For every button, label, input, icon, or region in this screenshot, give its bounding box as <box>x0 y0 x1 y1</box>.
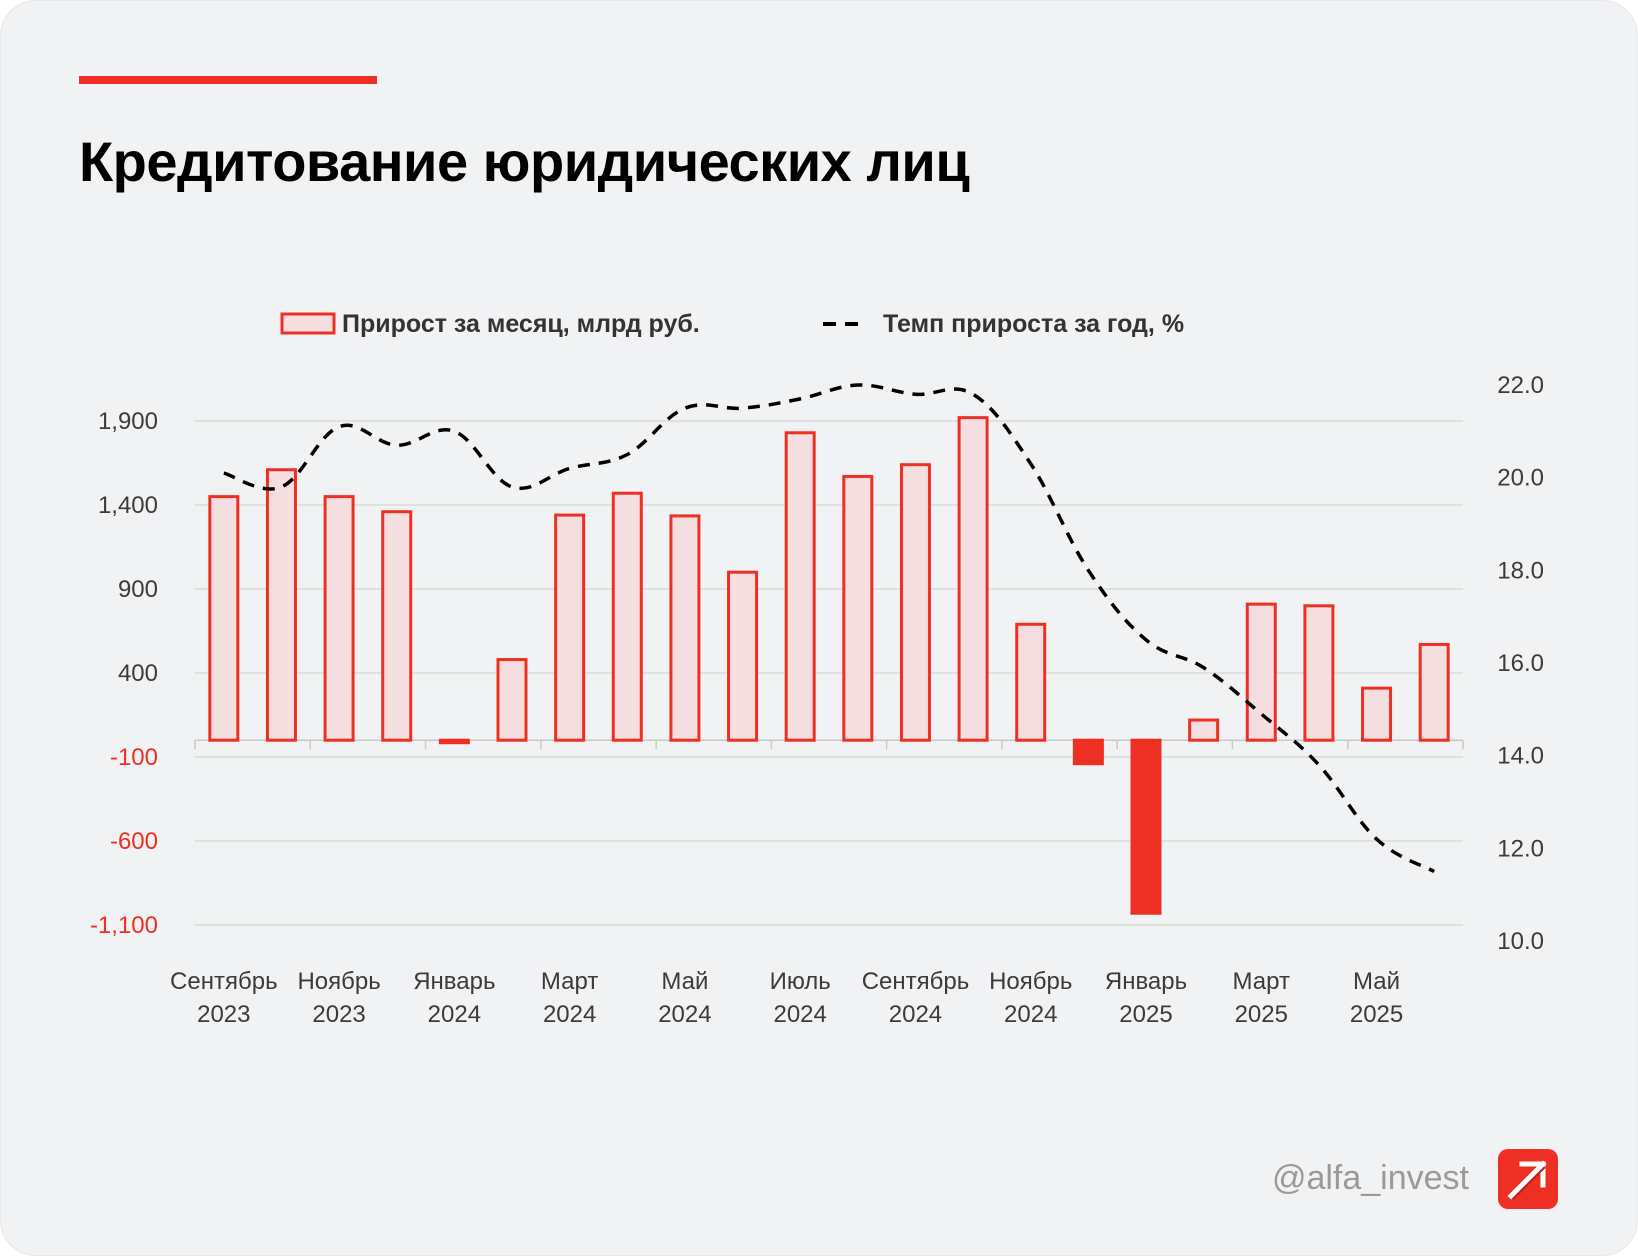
y-right-tick-label: 20.0 <box>1497 465 1544 492</box>
bar <box>1188 718 1220 742</box>
alfa-arrow-logo-icon <box>1498 1149 1558 1209</box>
x-tick-label-month: Май <box>661 968 708 995</box>
bar <box>842 474 874 742</box>
y-right-tick-label: 16.0 <box>1497 650 1544 677</box>
author-handle: @alfa_invest <box>1271 1159 1469 1197</box>
legend-line-label: Темп прироста за год, % <box>883 310 1184 338</box>
x-tick-label-month: Ноябрь <box>989 968 1072 995</box>
x-tick-label-year: 2024 <box>428 1001 481 1028</box>
bar <box>1245 602 1277 742</box>
y-right-tick-label: 18.0 <box>1497 557 1544 584</box>
x-tick-label-month: Ноябрь <box>297 968 380 995</box>
y-left-tick-label: 1,900 <box>98 408 158 435</box>
bar <box>669 514 701 742</box>
y-left-tick-label: -1,100 <box>90 912 158 939</box>
x-tick-label-year: 2024 <box>1004 1001 1057 1028</box>
x-tick-label-month: Январь <box>413 968 495 995</box>
y-right-tick-label: 14.0 <box>1497 743 1544 770</box>
y-right-tick-label: 22.0 <box>1497 372 1544 399</box>
y-left-tick-label: -600 <box>110 828 158 855</box>
y-left-tick-label: 400 <box>118 660 158 687</box>
x-tick-label-month: Январь <box>1105 968 1187 995</box>
bar <box>1015 622 1047 742</box>
x-tick-label-year: 2025 <box>1350 1001 1403 1028</box>
x-tick-label-month: Июль <box>770 968 831 995</box>
y-axis-left: 1,900 1,400 900 400 -100 -600 -1,100 <box>90 408 158 939</box>
bar <box>496 658 528 742</box>
x-axis: Сентябрь 2023 Ноябрь 2023 Январь 2024 Март 2024… <box>170 968 1403 1028</box>
bar <box>727 570 759 742</box>
y-left-tick-label: -100 <box>110 744 158 771</box>
y-axis-right: 22.0 20.0 18.0 16.0 14.0 12.0 10.0 <box>1497 372 1544 955</box>
bar <box>265 468 297 742</box>
y-right-tick-label: 12.0 <box>1497 835 1544 862</box>
accent-line <box>79 76 377 84</box>
bar-series <box>208 416 1450 915</box>
x-tick-label-month: Май <box>1353 968 1400 995</box>
legend: Прирост за месяц, млрд руб. Темп прирост… <box>280 310 1184 338</box>
bar <box>1130 738 1162 915</box>
x-tick-label-year: 2024 <box>658 1001 711 1028</box>
y-left-tick-label: 1,400 <box>98 492 158 519</box>
y-left-tick-label: 900 <box>118 576 158 603</box>
line-series <box>223 383 1436 874</box>
x-tick-label-month: Март <box>1233 968 1290 995</box>
bar <box>1072 738 1104 766</box>
bar <box>554 513 586 742</box>
x-tick-label-year: 2024 <box>889 1001 942 1028</box>
x-tick-label-month: Сентябрь <box>170 968 278 995</box>
bar <box>1303 604 1335 742</box>
x-tick-label-year: 2024 <box>543 1001 596 1028</box>
x-tick-label-year: 2025 <box>1235 1001 1288 1028</box>
bar <box>1361 686 1393 742</box>
x-tick-label-month: Март <box>541 968 598 995</box>
y-right-tick-label: 10.0 <box>1497 928 1544 955</box>
bar <box>784 431 816 742</box>
growth-rate-line <box>223 383 1436 874</box>
bar <box>611 491 643 742</box>
bar <box>381 510 413 742</box>
bar <box>957 416 989 742</box>
legend-bar-label: Прирост за месяц, млрд руб. <box>342 310 700 338</box>
x-tick-label-year: 2023 <box>312 1001 365 1028</box>
x-tick-label-year: 2023 <box>197 1001 250 1028</box>
x-tick-label-year: 2025 <box>1119 1001 1172 1028</box>
bar <box>208 495 240 742</box>
page-title: Кредитование юридических лиц <box>79 130 970 193</box>
x-tick-label-year: 2024 <box>773 1001 826 1028</box>
bar <box>323 495 355 742</box>
bar <box>899 463 931 742</box>
bar <box>1418 642 1450 742</box>
legend-bar-swatch <box>280 312 336 335</box>
x-tick-label-month: Сентябрь <box>862 968 970 995</box>
bar <box>438 738 470 745</box>
